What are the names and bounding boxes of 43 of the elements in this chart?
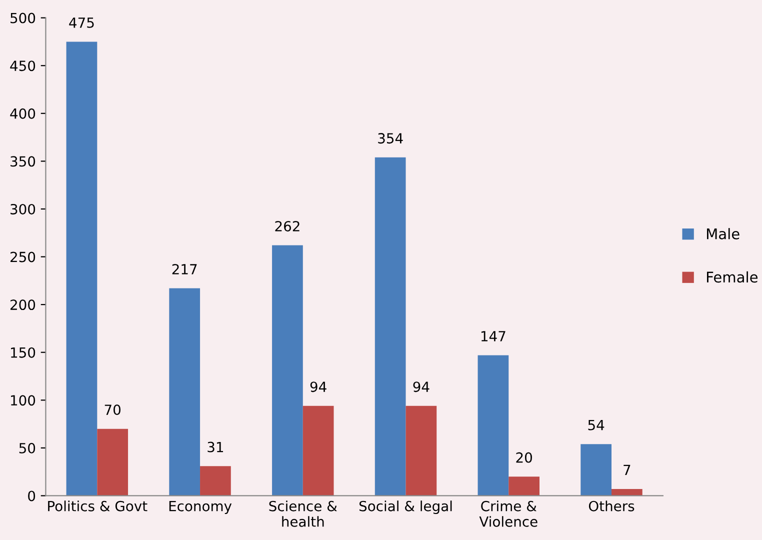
x-tick-label: Politics & Govt: [48, 500, 148, 512]
data-label: 147: [481, 331, 506, 342]
bar: [374, 157, 406, 496]
bar: [508, 476, 540, 496]
bar: [612, 489, 642, 496]
x-tick-label: Science & health: [269, 500, 338, 527]
bar: [302, 406, 334, 496]
x-tick-label: Crime & Violence: [479, 500, 538, 527]
data-label: 262: [275, 220, 300, 232]
y-tick-label: 300: [10, 204, 36, 214]
y-tick-label: 250: [10, 252, 36, 262]
x-tick-label: Economy: [169, 501, 232, 514]
data-label: 20: [516, 452, 532, 463]
bar: [580, 444, 612, 496]
y-tick-label: 400: [10, 108, 36, 119]
bar: [169, 288, 200, 496]
data-label: 475: [69, 18, 94, 28]
data-label: 54: [588, 420, 604, 430]
bar: [478, 355, 509, 496]
x-tick-label: Others: [588, 500, 634, 512]
y-tick-label: 450: [10, 60, 36, 72]
y-tick-label: 200: [10, 300, 36, 310]
data-label: 354: [378, 133, 403, 144]
y-tick-label: 0: [28, 490, 36, 502]
bar: [272, 245, 303, 496]
y-tick-label: 100: [11, 395, 36, 406]
y-tick-label: 50: [19, 442, 36, 454]
data-label: 7: [624, 464, 630, 476]
bar: [97, 428, 128, 496]
y-tick-label: 350: [10, 156, 36, 167]
data-label: 70: [104, 404, 120, 416]
y-tick-label: 500: [10, 12, 36, 24]
bar: [200, 466, 231, 496]
legend-label: Female: [707, 271, 758, 283]
y-tick-label: 150: [11, 347, 36, 358]
bar: [406, 406, 437, 496]
data-label: 94: [310, 382, 326, 392]
legend-label: Male: [707, 228, 740, 240]
x-tick-label: Social & legal: [359, 500, 452, 514]
bar: [66, 42, 98, 496]
data-label: 217: [172, 264, 197, 274]
data-label: 31: [208, 442, 224, 452]
data-label: 94: [413, 382, 430, 392]
